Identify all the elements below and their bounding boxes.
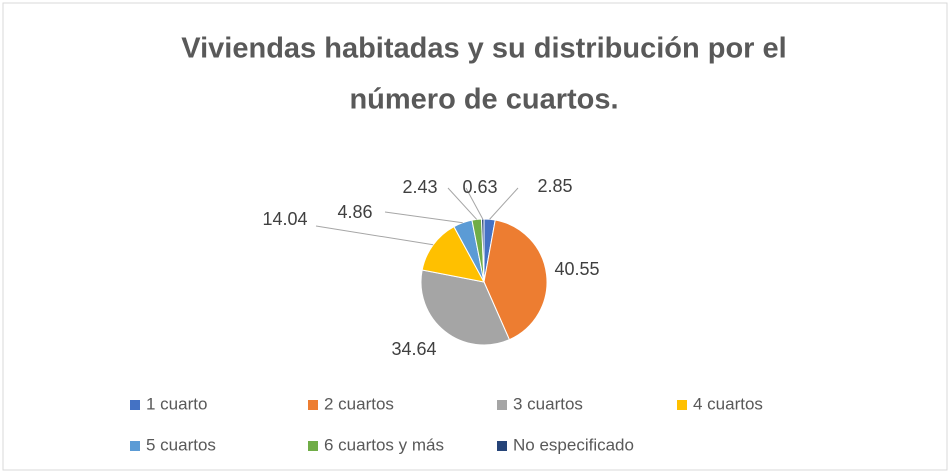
leader-line bbox=[384, 211, 463, 224]
pie-slice bbox=[420, 269, 511, 346]
leader-line bbox=[489, 187, 519, 220]
chart-title: Viviendas habitadas y su distribución po… bbox=[181, 33, 786, 65]
data-label: 0.63 bbox=[462, 177, 497, 197]
pie-slice bbox=[421, 225, 485, 283]
data-label: 34.64 bbox=[391, 339, 436, 359]
legend-swatch bbox=[497, 400, 507, 410]
legend-swatch bbox=[130, 441, 140, 451]
legend-swatch bbox=[677, 400, 687, 410]
pie-slice bbox=[483, 219, 548, 341]
data-label: 40.55 bbox=[554, 259, 599, 279]
data-label: 14.04 bbox=[262, 209, 307, 229]
data-label: 4.86 bbox=[337, 202, 372, 222]
legend-label: 6 cuartos y más bbox=[324, 435, 444, 454]
legend-label: 4 cuartos bbox=[693, 394, 763, 413]
legend-label: 3 cuartos bbox=[513, 394, 583, 413]
data-label: 2.85 bbox=[537, 176, 572, 196]
legend-label: 2 cuartos bbox=[324, 394, 394, 413]
legend-swatch bbox=[308, 400, 318, 410]
legend-label: 5 cuartos bbox=[146, 435, 216, 454]
chart-title: número de cuartos. bbox=[349, 84, 618, 116]
legend-swatch bbox=[308, 441, 318, 451]
leader-line bbox=[465, 187, 484, 220]
legend-label: 1 cuarto bbox=[146, 394, 207, 413]
leader-line bbox=[447, 187, 478, 220]
legend-label: No especificado bbox=[513, 435, 634, 454]
leader-line bbox=[315, 225, 434, 246]
legend-swatch bbox=[130, 400, 140, 410]
data-label: 2.43 bbox=[402, 177, 437, 197]
legend-swatch bbox=[497, 441, 507, 451]
